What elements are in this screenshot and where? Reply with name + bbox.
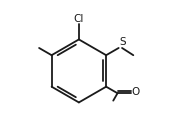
Text: Cl: Cl xyxy=(74,14,84,24)
Text: O: O xyxy=(131,87,139,97)
Text: S: S xyxy=(119,37,126,47)
